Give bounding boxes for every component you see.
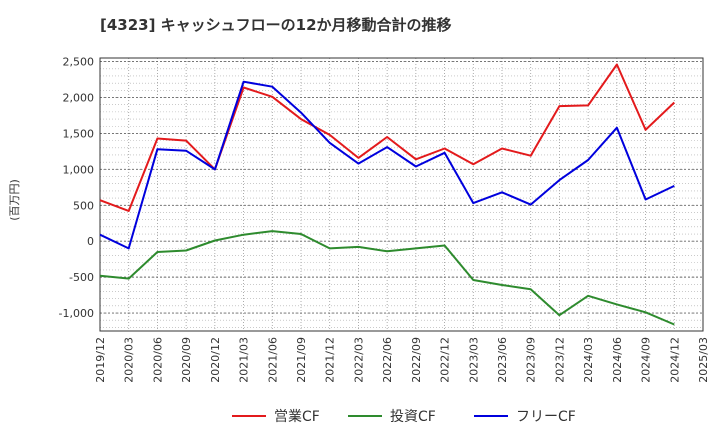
x-tick-label: 2024/09 <box>640 337 653 383</box>
x-tick-label: 2024/12 <box>668 337 681 383</box>
x-tick-label: 2022/03 <box>352 337 365 383</box>
chart-title: [4323] キャッシュフローの12か月移動合計の推移 <box>100 16 452 34</box>
y-tick-label: 2,500 <box>63 56 95 69</box>
plot-area: -1,000 -500 0 500 1,000 1,500 2,000 2,500 2019/1… <box>59 56 710 383</box>
plot-background <box>100 58 703 331</box>
x-tick-label: 2023/09 <box>525 337 538 383</box>
x-tick-label: 2023/12 <box>553 337 566 383</box>
series-line-投資CF <box>99 230 675 326</box>
x-tick-label: 2020/06 <box>151 337 164 383</box>
x-tick-label: 2020/09 <box>180 337 193 383</box>
y-tick-label: 500 <box>73 199 94 212</box>
y-tick-label: -500 <box>69 271 94 284</box>
x-tick-label: 2022/12 <box>439 337 452 383</box>
x-tick-label: 2021/03 <box>238 337 251 383</box>
y-axis-label: (百万円) <box>8 179 21 221</box>
legend-label: 営業CF <box>274 409 320 425</box>
y-tick-label: 1,000 <box>63 163 95 176</box>
x-tick-label: 2021/12 <box>324 337 337 383</box>
legend-label: フリーCF <box>516 409 576 425</box>
x-tick-label: 2023/03 <box>467 337 480 383</box>
x-tick-label: 2024/03 <box>582 337 595 383</box>
series-line-営業CF <box>99 63 675 212</box>
plot-frame <box>99 57 704 332</box>
x-tick-label: 2022/06 <box>381 337 394 383</box>
y-tick-label: -1,000 <box>59 307 94 320</box>
x-tick-label: 2025/03 <box>697 337 710 383</box>
y-tick-label: 2,000 <box>63 92 95 105</box>
x-tick-label: 2019/12 <box>94 337 107 383</box>
x-tick-label: 2024/06 <box>611 337 624 383</box>
series-line-フリーCF <box>99 80 675 250</box>
x-tick-label: 2023/06 <box>496 337 509 383</box>
x-tick-label: 2020/12 <box>209 337 222 383</box>
x-tick-label: 2021/09 <box>295 337 308 383</box>
x-tick-label: 2020/03 <box>123 337 136 383</box>
legend-label: 投資CF <box>390 409 436 425</box>
x-tick-label: 2022/09 <box>410 337 423 383</box>
x-tick-label: 2021/06 <box>266 337 279 383</box>
y-tick-label: 0 <box>87 235 94 248</box>
legend: 営業CF 投資CF フリーCF <box>232 409 576 425</box>
y-tick-label: 1,500 <box>63 127 95 140</box>
